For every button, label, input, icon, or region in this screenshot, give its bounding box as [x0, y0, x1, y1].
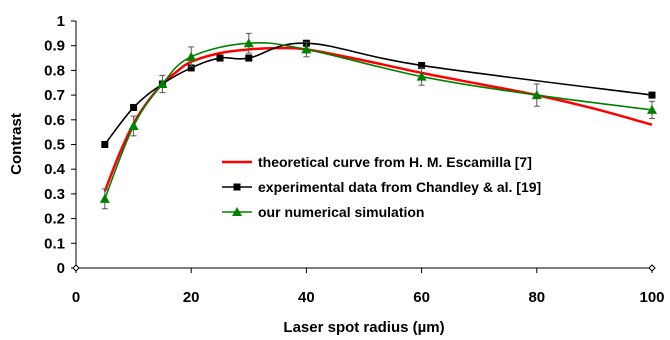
data-point — [648, 91, 656, 99]
y-tick-label: 0.4 — [44, 161, 66, 178]
y-tick-label: 0.5 — [44, 137, 65, 154]
legend-swatch-marker — [233, 183, 241, 191]
y-tick-label: 0.3 — [44, 186, 65, 203]
x-tick-label: 40 — [298, 289, 315, 306]
series-layer — [99, 32, 657, 210]
series-3 — [99, 32, 657, 210]
x-tick-label: 60 — [413, 289, 430, 306]
data-point — [157, 78, 168, 88]
x-axis-title: Laser spot radius (µm) — [283, 319, 444, 336]
legend-label: theoretical curve from H. M. Escamilla [… — [258, 154, 532, 170]
data-point — [243, 38, 254, 48]
y-tick-label: 1 — [57, 13, 65, 30]
y-tick-label: 0.9 — [44, 38, 65, 55]
data-point — [418, 61, 426, 69]
data-point — [128, 120, 139, 130]
data-point — [416, 71, 427, 81]
series-2 — [101, 39, 656, 148]
axis-end-marker — [72, 264, 80, 272]
data-point — [245, 54, 253, 62]
y-axis-title: Contrast — [8, 113, 25, 175]
data-point — [531, 90, 542, 100]
legend-item-3: our numerical simulation — [222, 204, 424, 220]
data-point — [647, 104, 657, 114]
y-tick-label: 0 — [57, 260, 65, 277]
y-tick-label: 0.6 — [44, 112, 65, 129]
data-point — [216, 54, 224, 62]
x-tick-label: 80 — [528, 289, 545, 306]
data-point — [101, 141, 109, 148]
x-tick-label: 100 — [639, 289, 664, 306]
legend-label: experimental data from Chandley & al. [1… — [258, 179, 541, 195]
legend-item-2: experimental data from Chandley & al. [1… — [222, 179, 541, 195]
data-point — [187, 64, 195, 72]
data-point — [301, 44, 312, 54]
series-line — [104, 42, 653, 145]
legend-label: our numerical simulation — [258, 204, 424, 220]
y-tick-label: 0.7 — [44, 87, 65, 104]
y-tick-label: 0.2 — [44, 211, 65, 228]
x-tick-label: 0 — [72, 289, 80, 306]
legend-swatch-marker — [232, 207, 242, 216]
y-tick-label: 0.1 — [44, 235, 65, 252]
axis-end-marker — [648, 264, 656, 272]
axes: 0 0.1 0.2 0.3 0.4 0.5 0.6 0.7 0.8 0.9 1 0 20 40 60 80 10… — [44, 13, 664, 306]
data-point — [186, 51, 197, 61]
series-line — [104, 41, 653, 200]
data-point — [130, 103, 138, 111]
x-tick-label: 20 — [183, 289, 200, 306]
legend-item-1: theoretical curve from H. M. Escamilla [… — [222, 154, 532, 170]
legend: theoretical curve from H. M. Escamilla [… — [222, 154, 541, 220]
data-point — [99, 193, 110, 203]
y-tick-label: 0.8 — [44, 62, 65, 79]
